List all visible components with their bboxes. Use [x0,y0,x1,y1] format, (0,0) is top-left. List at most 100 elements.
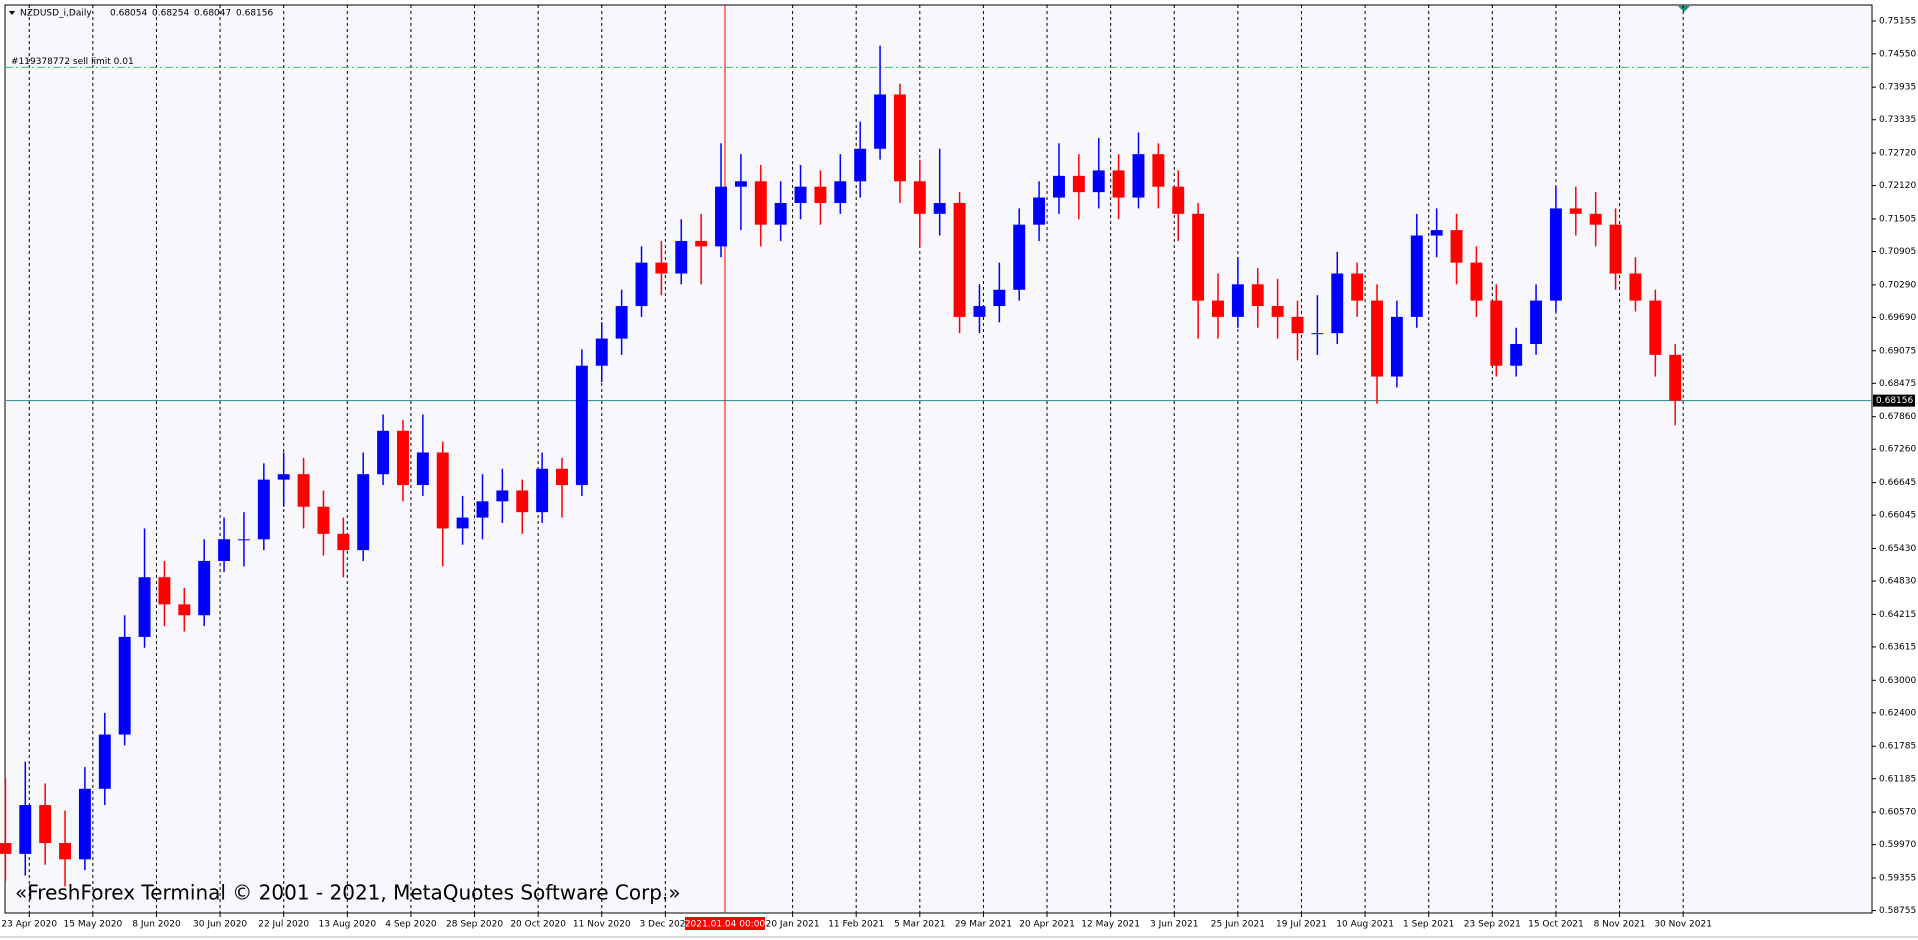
y-tick-label: 0.63000 [1879,676,1916,686]
candle-body [98,734,111,789]
x-tick-label: 4 Sep 2020 [385,920,437,930]
candle-body [257,479,270,540]
candle-body [59,843,71,860]
candle-body [1271,306,1284,317]
x-tick-label: 20 Apr 2021 [1019,920,1075,930]
candle-body [218,539,231,561]
candle-body [1172,186,1185,214]
candle-body [556,468,568,486]
candle-body [397,430,409,486]
candle-body [1311,333,1324,335]
candle-body [1530,300,1543,345]
x-tick-label: 8 Nov 2021 [1594,920,1646,930]
y-tick-label: 0.69690 [1879,313,1916,323]
candle-body [456,517,469,529]
candle-body [1669,354,1682,401]
x-tick-label: 1 Sep 2021 [1403,920,1454,930]
x-tick-label: 11 Feb 2021 [828,920,884,930]
y-tick-label: 0.64215 [1879,610,1916,620]
candle-body [1112,170,1125,198]
x-tick-label: 12 May 2021 [1081,920,1140,930]
candle-body [1569,208,1582,214]
y-tick-label: 0.71505 [1879,214,1916,224]
chart-title: NZDUSD_i,Daily [20,9,92,19]
candle-body [993,289,1006,307]
candle-body [1251,284,1264,307]
candle-body [734,181,747,187]
candle-body [1092,170,1105,193]
candle-body [814,186,827,203]
candle-body [854,148,867,182]
plot-area [4,4,1873,914]
candle-body [1152,154,1165,187]
candle-body [774,202,787,225]
candle-body [615,306,628,339]
candle-body [1589,213,1602,225]
x-tick-label: 5 Mar 2021 [894,920,945,930]
x-tick-label: 13 Aug 2020 [318,920,376,930]
candle-body [496,490,509,502]
candle-body [953,202,966,317]
candle-body [337,533,350,551]
menu-arrow [9,11,15,15]
y-tick-label: 0.74550 [1879,49,1916,59]
y-tick-label: 0.67260 [1879,445,1916,455]
x-tick-label: 11 Nov 2020 [573,920,631,930]
y-tick-label: 0.59355 [1879,874,1916,884]
y-tick-label: 0.63615 [1879,642,1916,652]
price-label-box [1873,394,1915,407]
candle-body [1033,197,1046,225]
x-tick-label: 23 Apr 2020 [1,920,57,930]
candle-body [1390,316,1403,377]
y-tick-label: 0.68475 [1879,379,1916,389]
y-tick-label: 0.73335 [1879,115,1916,125]
candle-body [1231,284,1244,317]
candle-body [476,501,489,518]
candle-body [198,560,211,616]
candle-body [516,490,529,513]
candle-body [715,186,727,247]
candle-body [575,365,588,486]
y-tick-label: 0.62400 [1879,708,1916,718]
candle-body [357,474,370,551]
x-tick-label: 3 Dec 2020 [639,920,691,930]
candle-body [237,539,250,541]
x-tick-label: 29 Mar 2021 [955,920,1012,930]
candle-body [1470,262,1483,301]
y-tick-label: 0.67860 [1879,412,1916,422]
y-tick-label: 0.58755 [1879,906,1916,916]
candle-body [1132,154,1145,198]
candle-body [1331,273,1344,334]
candle-body [436,452,449,529]
header-value: 0.68254 [152,9,189,19]
price-label: 0.68156 [1876,396,1913,406]
x-tick-label: 30 Jun 2020 [193,920,247,930]
x-tick-label: 15 May 2020 [64,920,123,930]
y-tick-label: 0.70290 [1879,280,1916,290]
candle-body [377,430,390,475]
candle-body [158,577,171,605]
candle-body [118,636,131,735]
candle-body [178,604,191,616]
candle-body [138,577,151,637]
order-label: #119378772 sell limit 0.01 [11,57,134,67]
x-tick-label: 22 Jul 2020 [258,920,309,930]
candle-body [1629,273,1642,301]
candle-body [536,468,549,513]
y-tick-label: 0.60570 [1879,808,1916,818]
y-tick-label: 0.70905 [1879,247,1916,257]
x-tick-label: 8 Jun 2020 [132,920,181,930]
candle-body [1510,344,1523,366]
header-value: 0.68047 [194,9,231,19]
watermark: «FreshForex Terminal © 2001 - 2021, Meta… [15,881,681,905]
y-tick-label: 0.61785 [1879,742,1916,752]
candle-body [695,240,708,247]
time-marker-label: 2021.01.04 00:00 [685,920,766,930]
header-value: 0.68156 [236,9,273,19]
candle-body [973,306,986,317]
candle-body [416,452,429,486]
candle-body [1430,230,1443,236]
candle-body [893,94,906,182]
header-value: 0.68054 [110,9,147,19]
